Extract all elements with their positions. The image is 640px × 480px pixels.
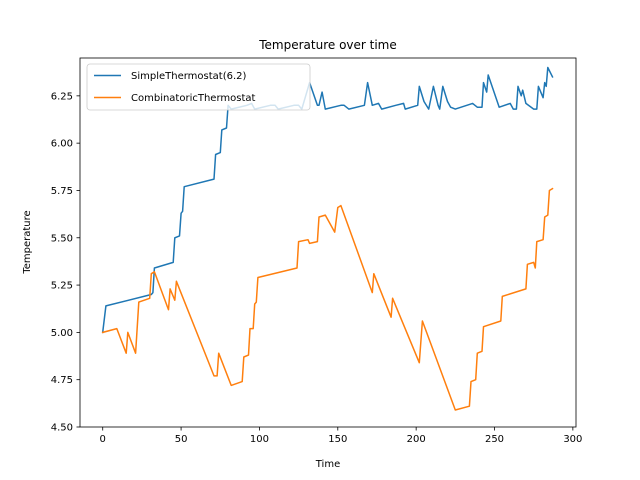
x-tick-label: 100 xyxy=(250,434,269,445)
y-tick-label: 5.75 xyxy=(51,186,73,197)
y-tick-label: 6.25 xyxy=(51,91,73,102)
legend-label-simple-thermostat: SimpleThermostat(6.2) xyxy=(131,71,247,82)
legend-label-combinatoric-thermostat: CombinatoricThermostat xyxy=(131,93,256,104)
chart-title: Temperature over time xyxy=(258,38,397,52)
x-tick-label: 250 xyxy=(485,434,504,445)
x-tick-label: 0 xyxy=(100,434,106,445)
series-line-0 xyxy=(101,66,554,334)
y-tick-label: 5.25 xyxy=(51,281,73,292)
x-tick-label: 300 xyxy=(563,434,582,445)
x-axis-label: Time xyxy=(315,459,340,470)
series-line-1 xyxy=(101,187,554,411)
x-tick-label: 50 xyxy=(175,434,188,445)
x-tick-label: 200 xyxy=(407,434,426,445)
y-tick-label: 4.75 xyxy=(51,375,73,386)
x-tick-label: 150 xyxy=(328,434,347,445)
y-tick-label: 4.50 xyxy=(51,423,73,434)
y-tick-label: 6.00 xyxy=(51,139,73,150)
axis-ticks: 0 50 100 150 200 250 300 4.50 4.75 5.00 5.25 5.50 5.… xyxy=(51,91,583,445)
plot-area xyxy=(101,66,554,411)
y-tick-label: 5.50 xyxy=(51,233,73,244)
legend-box xyxy=(86,63,311,111)
y-axis-label: Temperature xyxy=(22,210,33,274)
legend: SimpleThermostat(6.2) CombinatoricThermo… xyxy=(86,63,311,111)
y-tick-label: 5.00 xyxy=(51,328,73,339)
axes-frame xyxy=(79,57,577,428)
